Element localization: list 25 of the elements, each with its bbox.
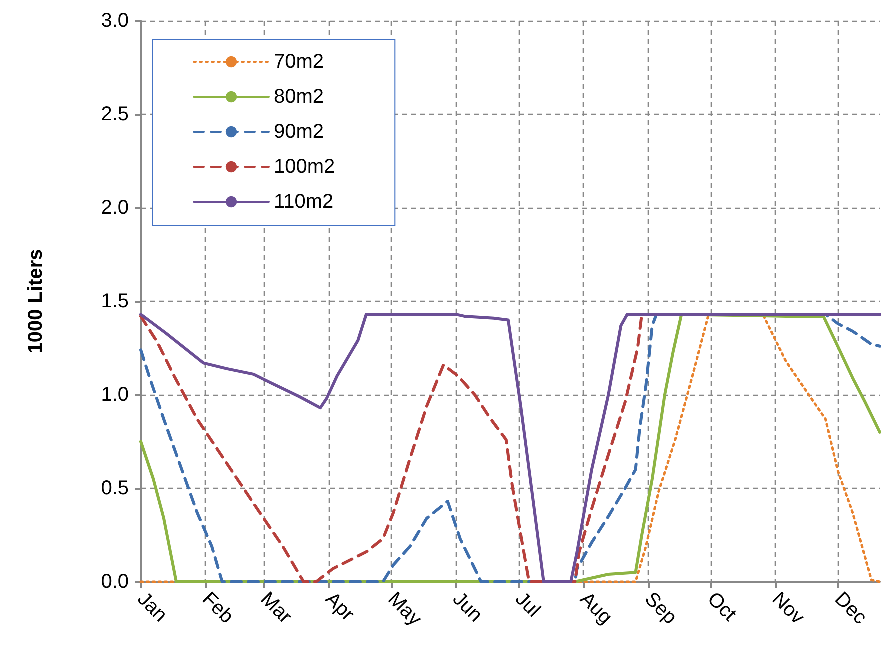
x-tick-label: Jan <box>133 588 172 627</box>
x-tick-label: Dec <box>830 588 872 629</box>
x-tick-label: Mar <box>256 588 297 628</box>
y-tick-label: 0.0 <box>101 571 129 593</box>
legend-label: 90m2 <box>274 121 324 143</box>
x-tick-label: Aug <box>576 588 616 629</box>
legend-label: 110m2 <box>274 191 334 213</box>
legend-label: 80m2 <box>274 86 324 108</box>
x-tick-label: Jun <box>448 588 487 627</box>
x-tick-label: May <box>384 588 426 630</box>
x-tick-label: Nov <box>768 588 809 629</box>
y-tick-label: 2.5 <box>101 104 129 126</box>
legend-label: 70m2 <box>274 51 324 73</box>
x-tick-label: Oct <box>703 588 741 626</box>
y-tick-label: 1.0 <box>101 384 129 406</box>
x-tick-label: Feb <box>198 588 238 628</box>
legend-label: 100m2 <box>274 156 336 178</box>
y-tick-label: 3.0 <box>101 10 129 32</box>
y-tick-label: 1.5 <box>101 290 129 312</box>
x-tick-label: Sep <box>640 588 682 629</box>
x-tick-label: Apr <box>321 588 359 626</box>
x-tick-label: Jul <box>511 588 545 622</box>
y-tick-label: 2.0 <box>101 197 129 219</box>
y-tick-label: 0.5 <box>101 478 129 500</box>
y-axis-title: 1000 Liters <box>25 249 47 354</box>
